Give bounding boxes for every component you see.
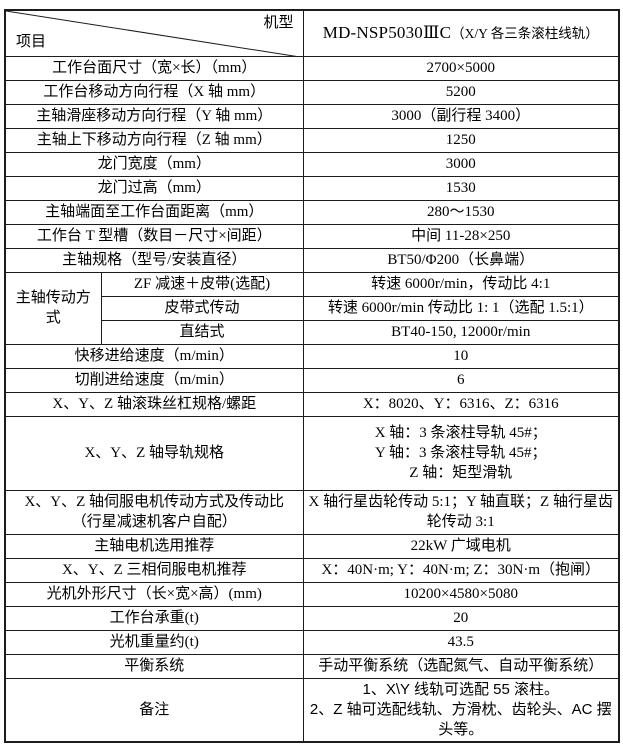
remarks-notes: 1、X\Y 线轨可选配 55 滚柱。 2、Z 轴可选配线轨、方滑枕、齿轮头、AC… bbox=[302, 677, 620, 743]
spec-value: BT40-150, 12000r/min bbox=[302, 319, 620, 345]
spec-value: 手动平衡系统（选配氮气、自动平衡系统） bbox=[302, 653, 620, 679]
spec-label: 光机重量约(t) bbox=[4, 629, 304, 655]
row-machine-dimensions: 光机外形尺寸（长×宽×高）(mm) 10200×4580×5080 bbox=[4, 581, 620, 607]
row-t-slot: 工作台 T 型槽（数目－尺寸×间距） 中间 11-28×250 bbox=[4, 223, 620, 249]
spec-value: 43.5 bbox=[302, 629, 620, 655]
row-remarks: 备注 1、X\Y 线轨可选配 55 滚柱。 2、Z 轴可选配线轨、方滑枕、齿轮头… bbox=[4, 677, 620, 743]
row-spindle-spec: 主轴规格（型号/安装直径） BT50/Φ200（长鼻端） bbox=[4, 247, 620, 273]
spec-label: 光机外形尺寸（长×宽×高）(mm) bbox=[4, 581, 304, 607]
row-ballscrew-spec: X、Y、Z 轴滚珠丝杠规格/螺距 X：8020、Y：6316、Z：6316 bbox=[4, 391, 620, 417]
diagonal-divider-line bbox=[6, 11, 291, 55]
spec-label: X、Y、Z 轴伺服电机传动方式及传动比 （行星减速机客户自配） bbox=[4, 489, 304, 535]
row-spindle-motor: 主轴电机选用推荐 22kW 广域电机 bbox=[4, 533, 620, 559]
spec-label: X、Y、Z 轴导轨规格 bbox=[4, 415, 304, 491]
spec-label: 切削进给速度（m/min） bbox=[4, 367, 304, 393]
spec-value: X 轴行星齿轮传动 5:1；Y 轴直联；Z 轴行星齿轮传动 3:1 bbox=[302, 489, 620, 535]
corner-cell: 机型 项目 bbox=[4, 9, 304, 57]
spec-label: 主轴上下移动方向行程（Z 轴 mm） bbox=[4, 127, 304, 153]
spec-value: 转速 6000r/min 传动比 1: 1（选配 1.5:1） bbox=[302, 295, 620, 321]
spec-value: 6 bbox=[302, 367, 620, 393]
machine-spec-table: 机型 项目 MD-NSP5030ⅢC（X/Y 各三条滚柱线轨） 工作台面尺寸（宽… bbox=[4, 9, 620, 744]
spec-label: 主轴规格（型号/安装直径） bbox=[4, 247, 304, 273]
spec-value: 2700×5000 bbox=[302, 55, 620, 81]
row-servo-motor: X、Y、Z 三相伺服电机推荐 X：40N·m; Y：40N·m; Z：30N·m… bbox=[4, 557, 620, 583]
row-y-travel: 主轴滑座移动方向行程（Y 轴 mm） 3000（副行程 3400） bbox=[4, 103, 620, 129]
spec-sublabel: 直结式 bbox=[100, 319, 304, 345]
model-suffix: （X/Y 各三条滚柱线轨） bbox=[451, 25, 599, 41]
row-x-travel: 工作台移动方向行程（X 轴 mm） 5200 bbox=[4, 79, 620, 105]
spec-label: 主轴滑座移动方向行程（Y 轴 mm） bbox=[4, 103, 304, 129]
spec-value: 22kW 广域电机 bbox=[302, 533, 620, 559]
row-cutting-feed: 切削进给速度（m/min） 6 bbox=[4, 367, 620, 393]
spec-label: 平衡系统 bbox=[4, 653, 304, 679]
spec-value: 中间 11-28×250 bbox=[302, 223, 620, 249]
row-spindle-to-table-distance: 主轴端面至工作台面距离（mm） 280～1530 bbox=[4, 199, 620, 225]
model-header-cell: MD-NSP5030ⅢC（X/Y 各三条滚柱线轨） bbox=[302, 9, 620, 57]
corner-label-item: 项目 bbox=[16, 34, 47, 51]
spec-sublabel: ZF 减速＋皮带(选配) bbox=[100, 271, 304, 297]
row-balance-system: 平衡系统 手动平衡系统（选配氮气、自动平衡系统） bbox=[4, 653, 620, 679]
spec-value: 5200 bbox=[302, 79, 620, 105]
row-servo-transmission: X、Y、Z 轴伺服电机传动方式及传动比 （行星减速机客户自配） X 轴行星齿轮传… bbox=[4, 489, 620, 535]
row-rapid-feed: 快移进给速度（m/min） 10 bbox=[4, 343, 620, 369]
spec-label: 龙门过高（mm） bbox=[4, 175, 304, 201]
spec-value: 10200×4580×5080 bbox=[302, 581, 620, 607]
spec-value: X 轴：3 条滚柱导轨 45#； Y 轴：3 条滚柱导轨 45#； Z 轴：矩型… bbox=[302, 415, 620, 491]
spec-value: 1250 bbox=[302, 127, 620, 153]
spec-label: 快移进给速度（m/min） bbox=[4, 343, 304, 369]
spec-value: 10 bbox=[302, 343, 620, 369]
spec-label: X、Y、Z 轴滚珠丝杠规格/螺距 bbox=[4, 391, 304, 417]
row-spindle-drive-direct: 直结式 BT40-150, 12000r/min bbox=[5, 319, 620, 345]
header-row: 机型 项目 MD-NSP5030ⅢC（X/Y 各三条滚柱线轨） bbox=[4, 9, 620, 57]
spec-sublabel: 皮带式传动 bbox=[100, 295, 304, 321]
row-table-size: 工作台面尺寸（宽×长）（mm） 2700×5000 bbox=[4, 55, 620, 81]
spec-value: BT50/Φ200（长鼻端） bbox=[302, 247, 620, 273]
spec-label: 工作台移动方向行程（X 轴 mm） bbox=[4, 79, 304, 105]
spec-value: 20 bbox=[302, 605, 620, 631]
corner-label-machine-type: 机型 bbox=[263, 15, 294, 31]
spec-value: 3000 bbox=[302, 151, 620, 177]
row-gantry-width: 龙门宽度（mm） 3000 bbox=[4, 151, 620, 177]
row-gantry-clearance: 龙门过高（mm） 1530 bbox=[4, 175, 620, 201]
model-name: MD-NSP5030ⅢC bbox=[322, 22, 452, 42]
spec-value: 3000（副行程 3400） bbox=[302, 103, 620, 129]
spec-value: 280～1530 bbox=[302, 199, 620, 225]
spec-value: X：40N·m; Y：40N·m; Z：30N·m（抱闸） bbox=[302, 557, 620, 583]
row-guideway-spec: X、Y、Z 轴导轨规格 X 轴：3 条滚柱导轨 45#； Y 轴：3 条滚柱导轨… bbox=[4, 415, 620, 491]
spec-label: 工作台 T 型槽（数目－尺寸×间距） bbox=[4, 223, 304, 249]
row-spindle-drive-belt: 皮带式传动 转速 6000r/min 传动比 1: 1（选配 1.5:1） bbox=[5, 295, 620, 321]
spec-value: 1530 bbox=[302, 175, 620, 201]
spec-value: 转速 6000r/min，传动比 4:1 bbox=[302, 271, 620, 297]
row-z-travel: 主轴上下移动方向行程（Z 轴 mm） 1250 bbox=[4, 127, 620, 153]
spec-label: X、Y、Z 三相伺服电机推荐 bbox=[4, 557, 304, 583]
row-spindle-drive-zf: 主轴传动方式 ZF 减速＋皮带(选配) 转速 6000r/min，传动比 4:1 bbox=[4, 271, 620, 345]
spec-label: 主轴端面至工作台面距离（mm） bbox=[4, 199, 304, 225]
spec-label: 工作台承重(t) bbox=[4, 605, 304, 631]
row-table-load: 工作台承重(t) 20 bbox=[4, 605, 620, 631]
spec-value: X：8020、Y：6316、Z：6316 bbox=[302, 391, 620, 417]
spec-label: 龙门宽度（mm） bbox=[4, 151, 304, 177]
spindle-drive-group-label: 主轴传动方式 bbox=[4, 271, 102, 345]
row-machine-weight: 光机重量约(t) 43.5 bbox=[4, 629, 620, 655]
spec-label: 主轴电机选用推荐 bbox=[4, 533, 304, 559]
remarks-label: 备注 bbox=[4, 677, 304, 743]
spec-label: 工作台面尺寸（宽×长）（mm） bbox=[4, 55, 304, 81]
